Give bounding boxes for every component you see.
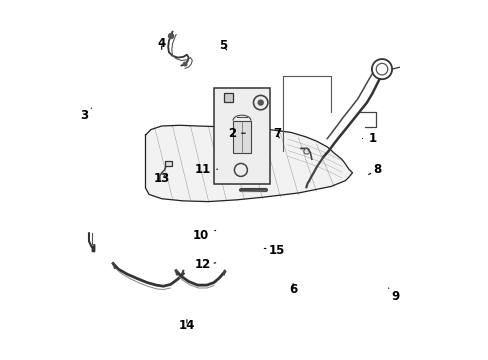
Text: 15: 15 — [264, 244, 285, 257]
Text: 11: 11 — [195, 163, 217, 176]
Text: 2: 2 — [227, 127, 245, 140]
Text: 9: 9 — [387, 288, 399, 303]
Text: 14: 14 — [178, 319, 195, 332]
Bar — [224, 93, 232, 102]
Circle shape — [258, 100, 263, 105]
Text: 13: 13 — [153, 172, 169, 185]
Text: 5: 5 — [218, 39, 226, 51]
Text: 3: 3 — [80, 108, 91, 122]
Text: 8: 8 — [368, 163, 381, 176]
Text: 1: 1 — [362, 132, 376, 145]
Text: 7: 7 — [272, 127, 281, 140]
Bar — [232, 121, 250, 153]
Text: 4: 4 — [157, 37, 165, 50]
Text: 12: 12 — [195, 258, 215, 271]
Circle shape — [168, 33, 173, 39]
Bar — [164, 161, 171, 166]
Text: 10: 10 — [193, 229, 215, 242]
Polygon shape — [145, 125, 352, 202]
Circle shape — [183, 62, 186, 66]
Bar — [213, 88, 269, 184]
Text: 6: 6 — [288, 283, 297, 296]
